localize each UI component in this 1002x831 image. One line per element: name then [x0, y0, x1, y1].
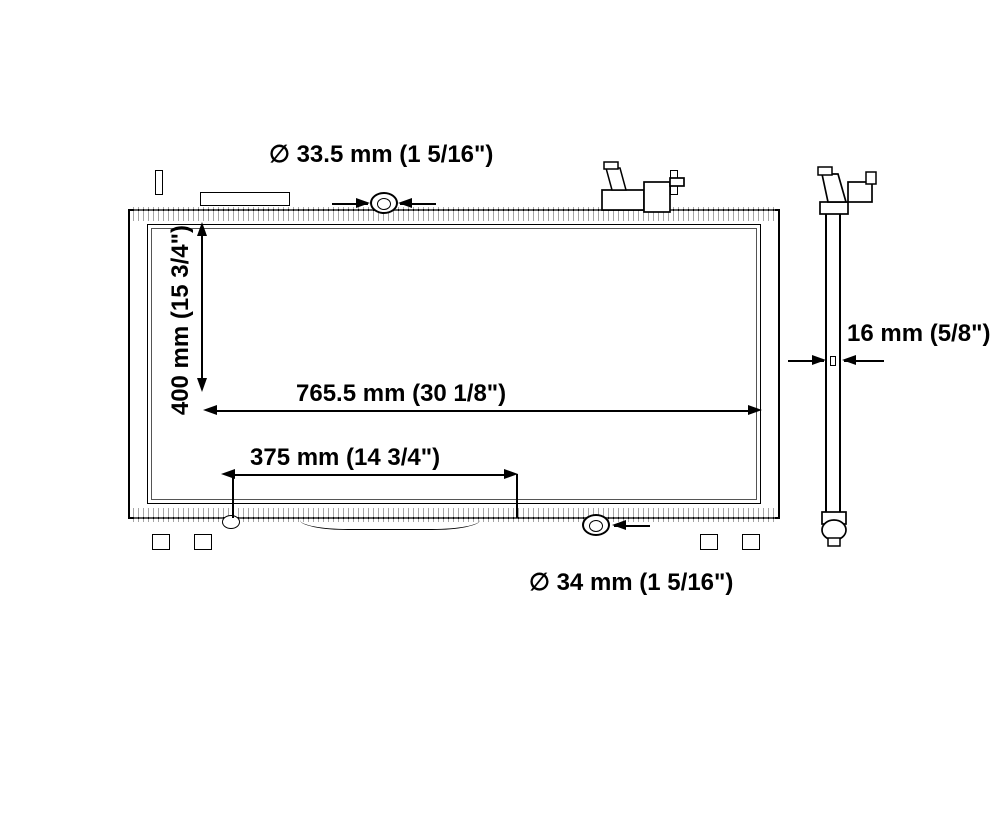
side-bottom-fitting-icon: [810, 510, 870, 550]
diameter-symbol: ∅: [529, 569, 550, 596]
dim-top-port-value: 33.5 mm (1 5/16"): [297, 141, 494, 168]
bottom-pad: [152, 534, 170, 550]
bottom-pad: [194, 534, 212, 550]
side-view-midmark: [830, 356, 836, 366]
dim-thickness: 16 mm (5/8"): [847, 320, 990, 348]
dim-width: 765.5 mm (30 1/8"): [296, 380, 506, 408]
dim-top-port: ∅ 33.5 mm (1 5/16"): [269, 140, 493, 169]
top-inlet-port-inner: [377, 198, 391, 210]
dim-height: 400 mm (15 3/4"): [167, 225, 195, 415]
bottom-pad: [700, 534, 718, 550]
top-tab-left: [155, 170, 163, 195]
dim-bottom-port-value: 34 mm (1 5/16"): [557, 569, 734, 596]
dim-mount-offset: 375 mm (14 3/4"): [250, 444, 440, 472]
bottom-hose-curve: [300, 520, 480, 530]
bottom-pad: [742, 534, 760, 550]
bottom-outlet-port-inner: [589, 520, 603, 532]
diameter-symbol: ∅: [269, 141, 290, 168]
bottom-drain-plug: [222, 515, 240, 529]
side-top-fitting-icon: [810, 162, 880, 217]
dim-bottom-port: ∅ 34 mm (1 5/16"): [529, 568, 733, 597]
top-mount-bracket: [200, 192, 290, 206]
top-fitting-icon: [600, 160, 700, 215]
radiator-core-inner: [151, 228, 757, 500]
